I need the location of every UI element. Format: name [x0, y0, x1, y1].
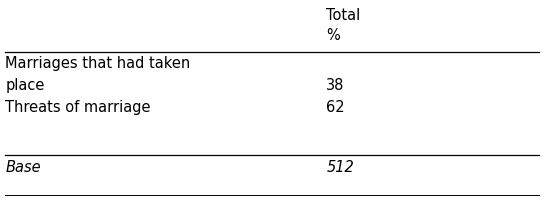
Text: Threats of marriage: Threats of marriage — [5, 100, 151, 115]
Text: Total: Total — [326, 8, 361, 23]
Text: place: place — [5, 78, 45, 93]
Text: %: % — [326, 28, 340, 43]
Text: 62: 62 — [326, 100, 345, 115]
Text: 512: 512 — [326, 160, 354, 175]
Text: Base: Base — [5, 160, 41, 175]
Text: 38: 38 — [326, 78, 345, 93]
Text: Marriages that had taken: Marriages that had taken — [5, 56, 191, 71]
